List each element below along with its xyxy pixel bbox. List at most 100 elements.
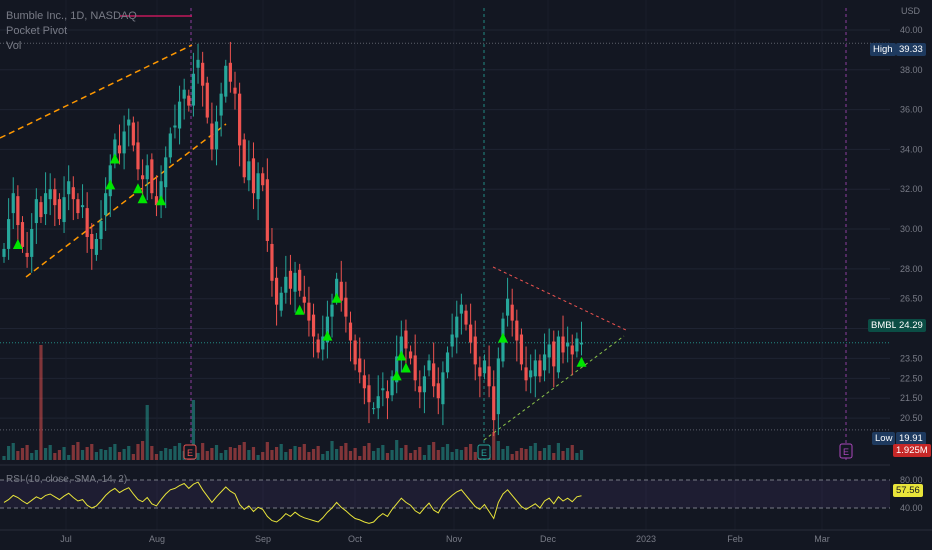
candle-body: [515, 320, 519, 341]
low-tag-name: Low: [872, 432, 896, 445]
candle-body: [302, 296, 306, 303]
volume-bar: [413, 450, 417, 460]
rsi-scale-label: 80.00: [900, 475, 923, 485]
pocket-pivot-marker: [331, 292, 342, 303]
earnings-event-icon: [183, 444, 197, 460]
candle-body: [538, 360, 542, 377]
volume-bar: [30, 453, 34, 460]
candle-body: [122, 131, 126, 154]
pocket-pivot-marker: [132, 183, 143, 194]
candle-body: [408, 351, 413, 359]
volume-bar: [390, 450, 394, 460]
candle-body: [201, 62, 205, 86]
candle-body: [177, 101, 182, 129]
candle-body: [168, 133, 172, 158]
price-tick-label: 38.00: [900, 65, 923, 75]
volume-bar: [177, 443, 182, 460]
candle-body: [196, 59, 200, 68]
candle-body: [270, 243, 274, 281]
volume-bar: [566, 448, 570, 460]
candle-body: [385, 391, 390, 399]
volume-bar: [469, 444, 473, 460]
volume-bar: [358, 456, 362, 460]
chart-title[interactable]: Bumble Inc., 1D, NASDAQ: [6, 10, 137, 22]
candle-body: [413, 355, 417, 381]
time-tick-label: Dec: [540, 534, 557, 544]
candle-body: [141, 175, 145, 180]
candle-body: [298, 269, 302, 291]
candle-body: [399, 336, 403, 357]
rsi-indicator-label[interactable]: RSI (10, close, SMA, 14, 2): [6, 474, 128, 485]
candle-body: [533, 360, 537, 377]
candle-body: [127, 119, 131, 126]
volume-bar: [219, 453, 223, 460]
volume-bar: [519, 448, 524, 460]
candle-body: [247, 161, 251, 181]
volume-bar: [173, 446, 177, 460]
volume-bar: [505, 446, 510, 460]
volume-bar: [16, 451, 20, 460]
candle-body: [43, 193, 48, 215]
pocket-pivot-marker: [396, 350, 407, 361]
volume-bar: [298, 447, 302, 460]
pocket-pivot-marker: [497, 332, 508, 343]
volume-bar: [376, 448, 380, 460]
candle-body: [464, 310, 468, 325]
candle-body: [2, 248, 6, 257]
candle-body: [519, 334, 524, 365]
volume-bar: [311, 449, 316, 460]
low-price-tag: 19.91: [896, 432, 926, 445]
volume-bar: [579, 450, 584, 460]
candle-body: [358, 358, 362, 373]
indicator-name[interactable]: Pocket Pivot: [6, 25, 68, 37]
volume-bar: [20, 448, 25, 460]
volume-bar: [122, 449, 126, 460]
volume-bar: [496, 441, 500, 460]
pocket-pivot-marker: [156, 195, 167, 206]
candle-body: [48, 189, 52, 200]
volume-bar: [529, 446, 533, 460]
time-tick-label: Mar: [814, 534, 830, 544]
volume-bar: [164, 448, 168, 460]
candle-body: [94, 238, 98, 255]
pocket-pivot-marker: [391, 370, 402, 381]
volume-bar: [145, 405, 149, 460]
candle-body: [427, 360, 431, 371]
candle-body: [542, 354, 547, 371]
candle-body: [496, 358, 500, 415]
volume-bar: [85, 447, 89, 460]
candle-body: [344, 297, 348, 317]
volume-bar: [510, 454, 514, 460]
volume-indicator-name[interactable]: Vol: [6, 40, 22, 52]
volume-bar: [552, 453, 556, 460]
volume-bar: [288, 449, 293, 460]
volume-bar: [570, 445, 574, 460]
volume-bar: [2, 456, 6, 460]
candle-body: [159, 181, 163, 203]
volume-bar: [251, 447, 256, 460]
candle-body: [288, 270, 293, 289]
candle-body: [131, 122, 135, 146]
volume-bar: [233, 448, 237, 460]
volume-bar: [113, 444, 117, 460]
earnings-event-icon: [477, 444, 491, 460]
volume-bar: [48, 445, 52, 460]
candle-body: [552, 341, 556, 367]
volume-bar: [445, 444, 450, 460]
volume-bar: [418, 447, 422, 460]
candle-body: [362, 375, 366, 389]
candle-body: [432, 363, 436, 387]
candle-body: [307, 302, 311, 321]
price-tick-label: 28.00: [900, 264, 923, 274]
volume-bar: [307, 452, 311, 460]
channel-upper-line: [0, 44, 193, 139]
volume-bar: [436, 450, 440, 460]
last-price-tag: 24.29: [896, 319, 926, 332]
volume-bars: [2, 345, 584, 460]
volume-bar: [395, 440, 399, 460]
candle-body: [7, 219, 11, 249]
volume-bar: [450, 452, 454, 460]
volume-bar: [284, 452, 288, 460]
candlestick-series: [2, 41, 584, 437]
